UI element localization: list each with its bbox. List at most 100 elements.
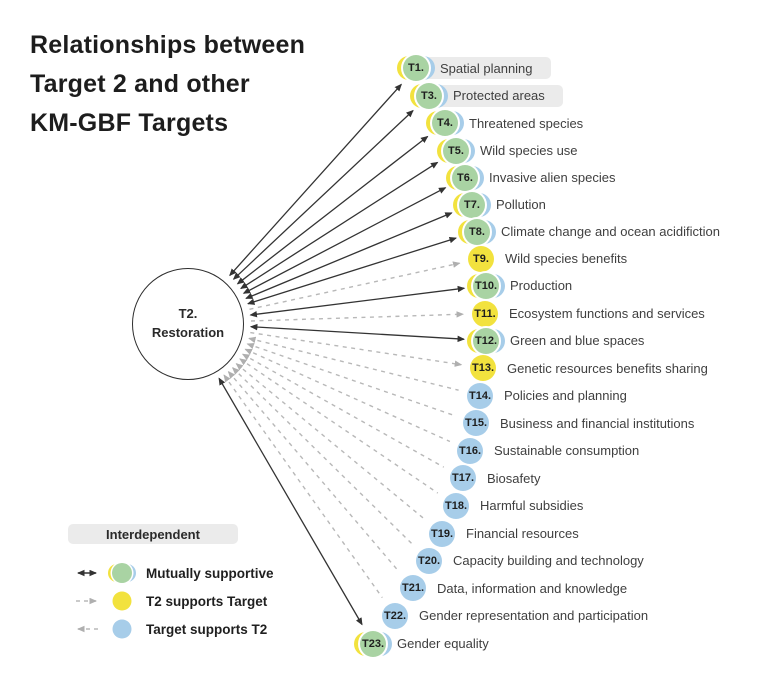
target-label-t23: Gender equality [397,636,489,651]
target-label-t15: Business and financial institutions [500,415,695,431]
center-node-label: Restoration [151,325,225,340]
target-label-t19: Financial resources [466,526,579,541]
target-badge-t20: T20. [416,547,442,574]
arrow-t4 [236,135,429,285]
target-label-t18: Harmful subsidies [480,498,584,513]
target-badge-t21: T21. [400,575,426,601]
legend-label-mutual: Mutually supportive [146,565,274,581]
target-supports-arrow-icon [77,625,98,633]
target-row-t16: T16. Sustainable consumption [457,437,640,464]
target-row-t20: T20. Capacity building and technology [416,547,644,574]
target-badge-t3: T3. [410,82,448,109]
target-badge-t4: T4. [426,110,464,136]
target-label-t10: Production [510,278,573,293]
target-badge-id: T7. [459,191,485,218]
target-badge-id: T8. [464,218,490,245]
target-badge-id: T17. [450,465,476,491]
target-label-t20: Capacity building and technology [453,553,644,568]
target-badge-id: T5. [443,137,469,164]
target-badge-id: T23. [360,630,386,657]
target-row-t1: T1. Spatial planning [397,55,533,81]
target-badge-id: T14. [467,382,493,409]
target-row-t23: T23. Gender equality [354,630,489,657]
target-row-t6: T6. Invasive alien species [446,164,616,191]
target-badge-t5: T5. [437,137,475,164]
target-badge-t18: T18. [443,492,469,519]
mutual-badge-icon [107,562,137,584]
target-badge-t19: T19. [429,520,455,547]
target-badge-id: T6. [452,164,478,191]
target-label-t13: Genetic resources benefits sharing [507,360,708,376]
target-label-t22: Gender representation and participation [419,608,649,623]
target-label-t1: Spatial planning [440,60,533,76]
target-label-t8: Climate change and ocean acidifiction [501,224,720,239]
target-label-t14: Policies and planning [504,388,627,403]
target-row-t7: T7. Pollution [453,191,546,218]
target-badge-t11: T11. [472,300,498,327]
target-row-t11: T11. Ecosystem functions and services [472,300,705,327]
target-badge-id: T19. [429,520,455,547]
target-label-t11: Ecosystem functions and services [509,306,705,321]
target-badge-t23: T23. [354,630,392,657]
target-row-t17: T17. Biosafety [450,465,540,491]
arrow-t20 [231,367,414,546]
arrow-t14 [248,336,459,391]
t2-supports-arrow-icon [76,597,97,605]
target-badge-t15: T15. [463,410,489,436]
title-line-1: Relationships between [30,31,306,59]
arrow-t10 [249,285,466,318]
arrow-t19 [235,363,426,521]
target-badge-t22: T22. [382,602,408,629]
target-badge-t9: T9. [468,245,494,272]
target-label-t9: Wild species benefits [505,251,628,266]
center-node-t2: T2. Restoration [132,268,244,380]
legend-label-t2-supports: T2 supports Target [146,593,268,609]
target-row-t9: T9. Wild species benefits [468,245,628,272]
target-badge-id: T13. [470,355,496,381]
target-badge-id: T9. [468,245,494,272]
title-line-2: Target 2 and other [30,70,250,98]
target-label-t6: Invasive alien species [489,170,616,185]
target-row-t21: T21. Data, information and knowledge [400,575,627,601]
target-label-t5: Wild species use [480,143,578,158]
target-badge-t12: T12. [467,327,505,354]
target-badge-id: T18. [443,492,469,519]
arrow-t23 [218,377,363,626]
target-row-t10: T10. Production [467,272,573,299]
target-label-t4: Threatened species [469,115,584,131]
target-badge-id: T3. [416,82,442,109]
target-label-t16: Sustainable consumption [494,443,640,458]
t2-supports-badge-icon [107,590,137,612]
target-badge-t7: T7. [453,191,491,218]
legend-header: Interdependent [68,524,238,544]
target-badge-id: T1. [403,55,429,81]
target-row-t15: T15. Business and financial institutions [463,410,694,436]
arrow-t11 [250,311,464,322]
target-label-t7: Pollution [496,197,546,212]
target-label-t3: Protected areas [453,88,545,103]
page-title: Relationships between Target 2 and other… [30,26,305,143]
target-row-t13: T13. Genetic resources benefits sharing [470,355,708,381]
target-badge-t1: T1. [397,55,435,81]
target-label-t21: Data, information and knowledge [437,580,628,596]
target-label-t12: Green and blue spaces [510,333,645,348]
legend-item-mutually-supportive: Mutually supportive [74,562,274,584]
target-row-t22: T22. Gender representation and participat… [382,602,649,629]
target-row-t14: T14. Policies and planning [467,382,627,409]
target-supports-badge-icon [107,618,137,640]
mutual-arrow-icon [77,569,97,577]
target-badge-t17: T17. [450,465,476,491]
target-badge-t8: T8. [458,218,496,245]
target-badge-t16: T16. [457,437,483,464]
target-badge-id: T16. [457,437,483,464]
target-label-t17: Biosafety [487,470,541,486]
target-badge-id: T4. [432,110,458,136]
target-row-t19: T19. Financial resources [429,520,579,547]
target-badge-id: T11. [472,300,498,327]
arrow-t13 [250,331,463,367]
target-row-t4: T4. Threatened species [426,110,584,136]
target-badge-id: T12. [473,327,499,354]
legend-header-label: Interdependent [106,526,200,542]
target-row-t18: T18. Harmful subsidies [443,492,584,519]
target-badge-t10: T10. [467,272,505,299]
